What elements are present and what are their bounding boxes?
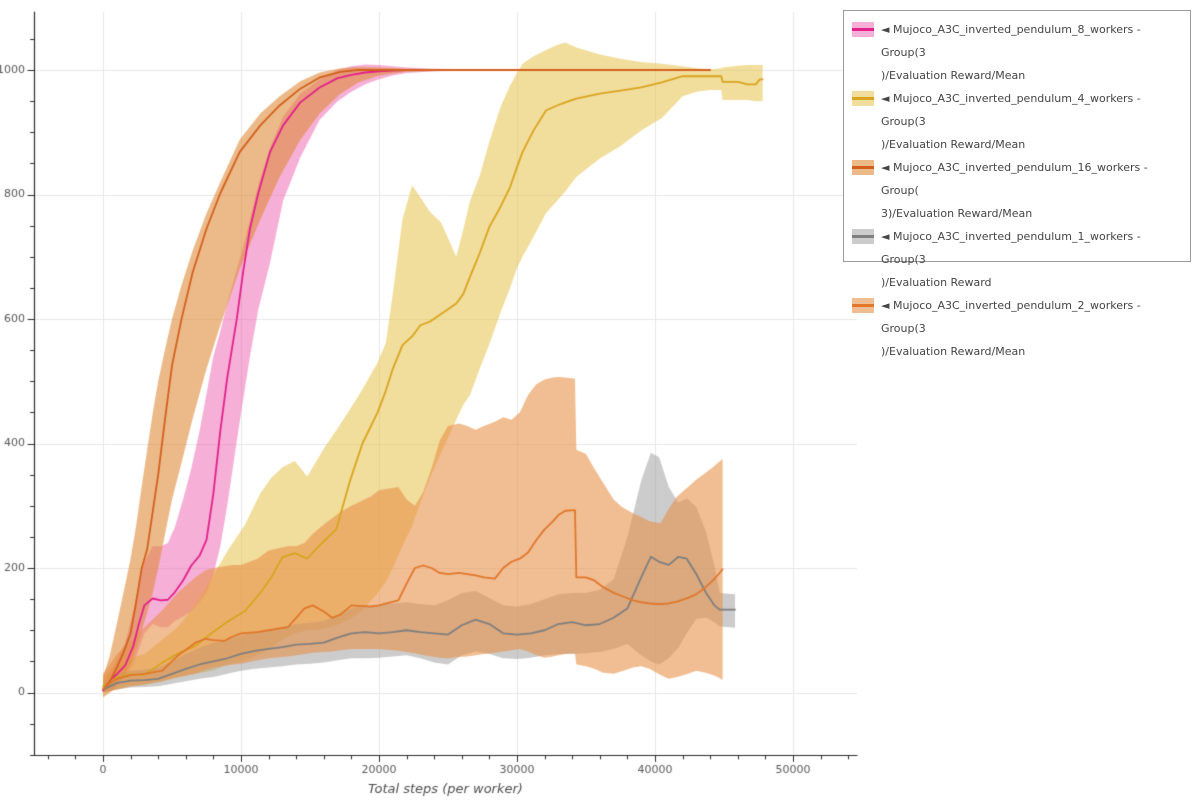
series-swatch-icon xyxy=(852,229,874,244)
series-swatch-icon xyxy=(852,22,874,37)
legend-label: ◄ Mujoco_A3C_inverted_pendulum_1_workers… xyxy=(881,230,1145,289)
series-swatch-icon xyxy=(852,298,874,313)
legend: ◄ Mujoco_A3C_inverted_pendulum_8_workers… xyxy=(843,10,1191,358)
legend-label: ◄ Mujoco_A3C_inverted_pendulum_16_worker… xyxy=(881,161,1152,220)
legend-item[interactable]: ◄ Mujoco_A3C_inverted_pendulum_1_workers… xyxy=(851,225,1184,294)
legend-label: ◄ Mujoco_A3C_inverted_pendulum_2_workers… xyxy=(881,299,1145,358)
legend-item[interactable]: ◄ Mujoco_A3C_inverted_pendulum_8_workers… xyxy=(851,18,1184,87)
series-swatch-icon xyxy=(852,160,874,175)
legend-item[interactable]: ◄ Mujoco_A3C_inverted_pendulum_2_workers… xyxy=(851,294,1184,363)
legend-label: ◄ Mujoco_A3C_inverted_pendulum_4_workers… xyxy=(881,92,1145,151)
series-swatch-icon xyxy=(852,91,874,106)
legend-item[interactable]: ◄ Mujoco_A3C_inverted_pendulum_16_worker… xyxy=(851,156,1184,225)
legend-item[interactable]: ◄ Mujoco_A3C_inverted_pendulum_4_workers… xyxy=(851,87,1184,156)
legend-label: ◄ Mujoco_A3C_inverted_pendulum_8_workers… xyxy=(881,23,1145,82)
